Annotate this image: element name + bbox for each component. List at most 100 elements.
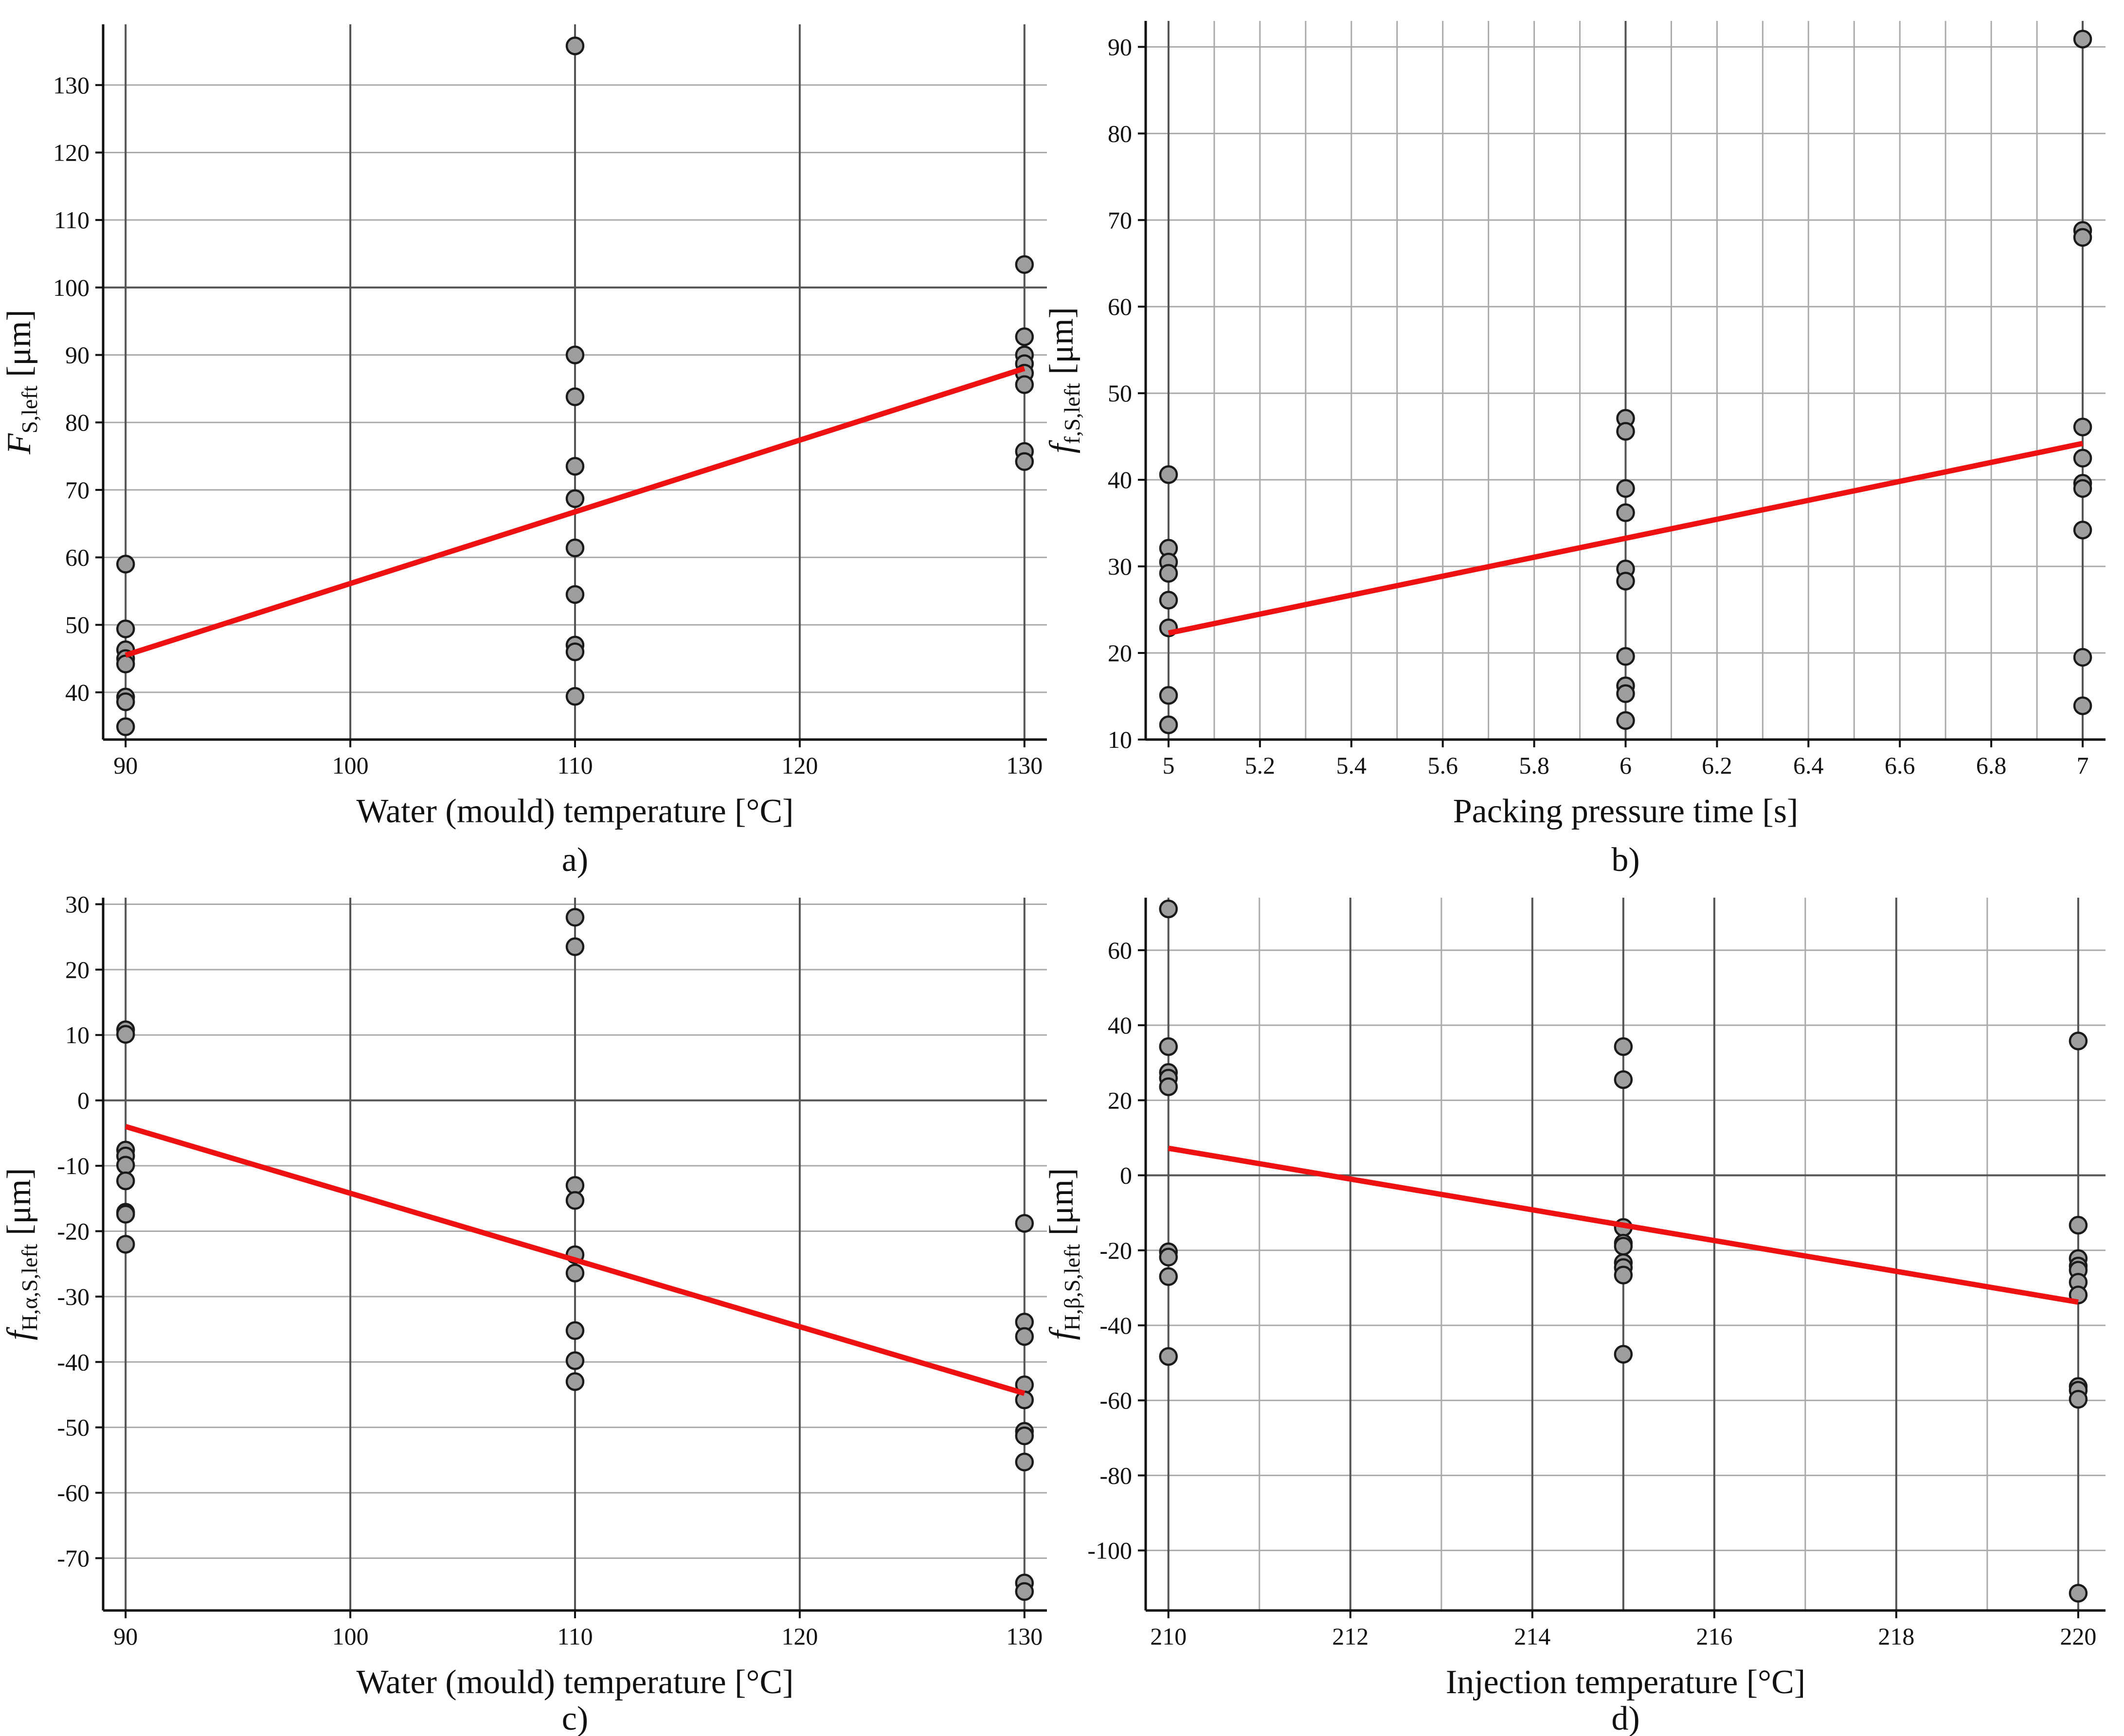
data-point — [1614, 1070, 1633, 1089]
data-point — [116, 692, 135, 711]
y-axis-label-subscript: H,α,S,left — [17, 1244, 42, 1331]
data-point — [1159, 1347, 1178, 1366]
data-point — [1159, 465, 1178, 484]
x-axis-label: Packing pressure time [s] — [1453, 793, 1799, 830]
y-tick-label: 70 — [65, 476, 90, 504]
y-tick-label: -40 — [57, 1348, 90, 1375]
data-point — [1159, 591, 1178, 610]
data-point — [1159, 686, 1178, 705]
data-point — [1616, 479, 1635, 498]
x-tick-label: 212 — [1332, 1623, 1368, 1650]
data-point — [116, 555, 135, 574]
data-point — [2073, 521, 2092, 540]
data-point — [1159, 899, 1178, 919]
data-point — [565, 687, 585, 706]
y-axis-label-subscript: H,β,S,left — [1060, 1244, 1084, 1331]
x-tick-label: 130 — [1006, 752, 1043, 779]
data-point — [1614, 1037, 1633, 1056]
data-point — [1614, 1266, 1633, 1284]
y-tick-label: 10 — [1108, 726, 1132, 753]
y-tick-label: 60 — [65, 544, 90, 571]
y-tick-label: -100 — [1087, 1537, 1132, 1564]
data-point — [1159, 564, 1178, 583]
y-tick-label: 80 — [65, 409, 90, 436]
data-point — [116, 1171, 135, 1191]
y-tick-label: -50 — [57, 1414, 90, 1441]
y-tick-label: 20 — [1108, 1086, 1132, 1114]
data-point — [565, 642, 585, 661]
data-point — [1159, 715, 1178, 734]
x-tick-label: 6 — [1620, 752, 1632, 779]
x-tick-label: 100 — [332, 1623, 369, 1650]
data-point — [565, 1191, 585, 1210]
data-point — [116, 1025, 135, 1044]
data-point — [2073, 648, 2092, 667]
y-tick-label: -20 — [57, 1217, 90, 1245]
y-axis-label-symbol: F — [0, 433, 38, 455]
y-tick-label: 20 — [65, 956, 90, 983]
panel-caption: a) — [562, 841, 588, 879]
x-tick-label: 110 — [557, 752, 593, 779]
y-tick-label: 60 — [1108, 937, 1132, 964]
y-tick-label: 80 — [1108, 120, 1132, 147]
y-tick-label: 130 — [53, 72, 90, 99]
data-point — [1015, 1327, 1034, 1346]
data-point — [2069, 1031, 2088, 1050]
panel-a: 90 100 110 120 130 40 50 60 70 80 90 100 110 120 130 Wa… — [0, 24, 1047, 879]
data-point — [565, 908, 585, 927]
y-tick-label: 120 — [53, 139, 90, 166]
y-axis-label-unit: [μm] — [1043, 1168, 1080, 1244]
data-point — [1015, 1214, 1034, 1233]
data-point — [2073, 417, 2092, 436]
x-tick-label: 218 — [1878, 1623, 1914, 1650]
x-tick-label: 7 — [2077, 752, 2089, 779]
data-point — [2069, 1215, 2088, 1235]
x-tick-label: 220 — [2060, 1623, 2096, 1650]
y-tick-label: 100 — [53, 274, 90, 301]
data-point — [116, 654, 135, 673]
y-tick-label: 10 — [65, 1021, 90, 1049]
fit-line — [125, 1124, 1026, 1396]
data-point — [565, 585, 585, 604]
data-point — [2073, 696, 2092, 715]
y-tick-label: 60 — [1108, 293, 1132, 320]
y-tick-label: -80 — [1099, 1462, 1132, 1489]
x-tick-label: 210 — [1150, 1623, 1187, 1650]
data-point — [565, 1321, 585, 1340]
y-axis-label: fH,α,S,left [μm] — [0, 1168, 42, 1340]
x-tick-label: 6.2 — [1702, 752, 1732, 779]
data-point — [565, 1351, 585, 1370]
x-tick-label: 130 — [1006, 1623, 1043, 1650]
data-point — [116, 717, 135, 736]
data-point — [1616, 503, 1635, 523]
data-point — [1015, 327, 1034, 346]
data-point — [2073, 479, 2092, 498]
data-point — [116, 1205, 135, 1224]
x-tick-label: 216 — [1696, 1623, 1732, 1650]
data-point — [1616, 572, 1635, 591]
data-point — [1614, 1237, 1633, 1256]
y-tick-label: 50 — [65, 611, 90, 638]
y-tick-label: -40 — [1099, 1312, 1132, 1339]
data-point — [565, 457, 585, 476]
y-axis-label-unit: [μm] — [1043, 307, 1080, 383]
x-tick-label: 214 — [1514, 1623, 1550, 1650]
data-point — [1015, 1452, 1034, 1472]
x-tick-label: 110 — [557, 1623, 593, 1650]
y-axis-label-subscript: S,left — [17, 385, 42, 434]
x-axis-label: Water (mould) temperature [°C] — [357, 1664, 794, 1701]
y-tick-label: 30 — [65, 890, 90, 918]
y-tick-label: 20 — [1108, 639, 1132, 667]
data-point — [1015, 375, 1034, 394]
panel-b: 5 5.2 5.4 5.6 5.8 6 6.2 6.4 6.6 6.8 7 10 20 30 40 50 60 7… — [1043, 21, 2106, 879]
data-point — [565, 489, 585, 508]
fit-line — [1168, 441, 2084, 636]
x-tick-label: 6.6 — [1885, 752, 1915, 779]
data-point — [2073, 228, 2092, 247]
fit-line — [1168, 1145, 2079, 1305]
y-tick-label: 90 — [65, 342, 90, 369]
x-tick-label: 120 — [781, 1623, 818, 1650]
x-tick-label: 5 — [1162, 752, 1174, 779]
data-point — [1159, 1037, 1178, 1056]
